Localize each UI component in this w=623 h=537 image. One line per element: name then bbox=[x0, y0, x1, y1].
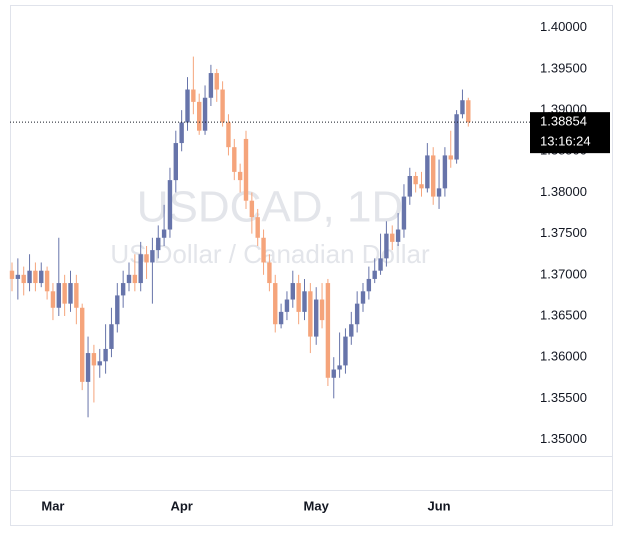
candle-body bbox=[354, 303, 360, 325]
candle-body bbox=[115, 295, 120, 325]
y-tick-label: 1.38000 bbox=[540, 184, 587, 199]
candle-body bbox=[360, 291, 366, 304]
candle-body bbox=[56, 283, 61, 308]
candle-body bbox=[74, 283, 79, 308]
candle-body bbox=[261, 237, 266, 263]
candle-body bbox=[436, 188, 442, 197]
candle-body bbox=[267, 262, 272, 284]
candle-body bbox=[366, 278, 372, 292]
candle-body bbox=[97, 361, 102, 366]
candle-body bbox=[80, 307, 85, 382]
candle-body bbox=[120, 283, 126, 296]
x-tick-label: Apr bbox=[170, 498, 192, 513]
x-tick-label: May bbox=[304, 498, 330, 513]
candle-body bbox=[331, 369, 336, 378]
candle-body bbox=[243, 138, 249, 201]
candle-body bbox=[44, 270, 50, 292]
y-tick-label: 1.37000 bbox=[540, 266, 587, 281]
candle-body bbox=[284, 299, 290, 312]
candle-body bbox=[21, 274, 26, 284]
candle-body bbox=[319, 299, 325, 321]
candle-body bbox=[85, 353, 91, 382]
y-tick-label: 1.37500 bbox=[540, 225, 587, 240]
candle-body bbox=[407, 176, 412, 197]
candle-body bbox=[33, 270, 38, 284]
candle-body bbox=[232, 147, 237, 172]
candle-body bbox=[302, 291, 307, 312]
candle-body bbox=[179, 122, 184, 144]
y-tick-label: 1.35000 bbox=[540, 431, 587, 446]
candle-body bbox=[466, 100, 471, 123]
candle-body bbox=[150, 250, 155, 263]
candle-body bbox=[161, 229, 167, 238]
candle-body bbox=[419, 184, 424, 189]
candle-body bbox=[390, 233, 395, 242]
candle-body bbox=[273, 283, 278, 325]
candle-body bbox=[132, 274, 138, 284]
candle-body bbox=[384, 233, 389, 259]
candle-body bbox=[343, 336, 348, 366]
y-tick-label: 1.36000 bbox=[540, 349, 587, 364]
last-price-label: 1.38854 bbox=[540, 114, 587, 129]
candle-body bbox=[156, 237, 161, 251]
candle-body bbox=[167, 180, 173, 230]
candle-body bbox=[296, 283, 301, 312]
candle-body bbox=[372, 270, 377, 279]
candle-body bbox=[15, 274, 21, 279]
candle-body bbox=[314, 299, 319, 337]
candle-body bbox=[191, 89, 196, 102]
candle-body bbox=[460, 100, 465, 115]
candle-body bbox=[401, 196, 407, 230]
y-tick-label: 1.36500 bbox=[540, 307, 587, 322]
candle-body bbox=[290, 283, 295, 300]
candle-body bbox=[214, 73, 219, 90]
last-price-box bbox=[530, 112, 610, 154]
candle-body bbox=[237, 171, 243, 181]
candle-body bbox=[208, 73, 214, 98]
candle-body bbox=[197, 101, 202, 131]
candle-body bbox=[442, 155, 448, 189]
y-tick-label: 1.39500 bbox=[540, 60, 587, 75]
candle-body bbox=[349, 324, 354, 337]
x-tick-label: Jun bbox=[427, 498, 450, 513]
candle-body bbox=[395, 229, 401, 242]
candle-body bbox=[454, 114, 459, 160]
candle-body bbox=[91, 353, 97, 366]
x-tick-label: Mar bbox=[41, 498, 64, 513]
candle-body bbox=[68, 283, 73, 304]
candle-body bbox=[39, 270, 44, 284]
candle-body bbox=[173, 143, 178, 181]
candle-body bbox=[278, 311, 284, 325]
candle-body bbox=[425, 155, 430, 189]
candle-body bbox=[27, 270, 32, 284]
y-tick-label: 1.40000 bbox=[540, 19, 587, 34]
candle-body bbox=[378, 258, 383, 271]
candle-body bbox=[126, 274, 132, 284]
candle-body bbox=[308, 291, 313, 337]
candle-body bbox=[103, 348, 108, 362]
candle-body bbox=[226, 122, 231, 148]
candle-body bbox=[255, 217, 260, 238]
candle-body bbox=[249, 200, 255, 218]
candle-body bbox=[109, 324, 114, 349]
candle-body bbox=[431, 155, 436, 197]
candle-body bbox=[138, 254, 143, 284]
chart-frame bbox=[10, 5, 613, 526]
candle-body bbox=[50, 291, 56, 308]
candle-body bbox=[337, 365, 342, 370]
candle-body bbox=[413, 176, 418, 185]
candle-body bbox=[202, 97, 208, 131]
countdown-label: 13:16:24 bbox=[540, 134, 591, 149]
watermark-symbol: USDCAD, 1D bbox=[137, 183, 404, 232]
candle-body bbox=[185, 89, 190, 123]
candle-body bbox=[325, 283, 331, 378]
candle-body bbox=[448, 155, 453, 160]
candle-body bbox=[9, 270, 15, 279]
candle-body bbox=[144, 254, 149, 263]
y-tick-label: 1.35500 bbox=[540, 390, 587, 405]
candle-body bbox=[220, 89, 225, 123]
candle-body bbox=[62, 283, 67, 304]
